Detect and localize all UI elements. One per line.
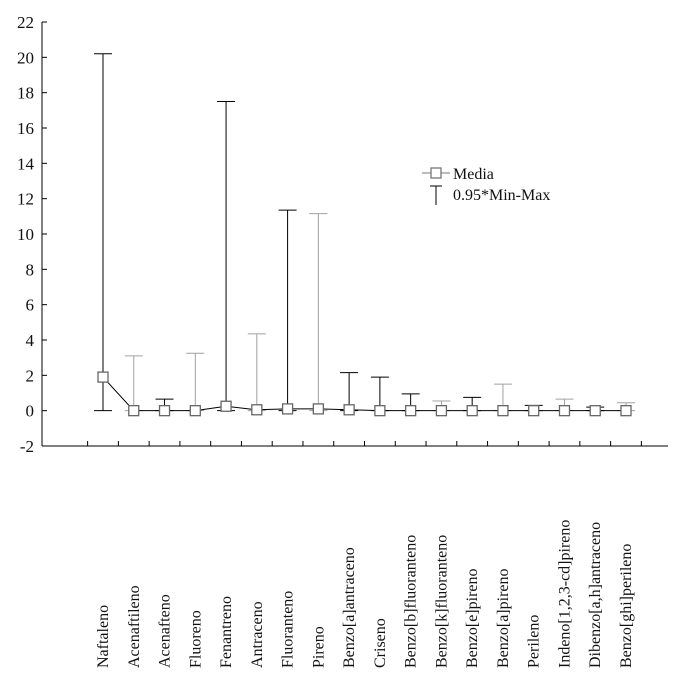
x-tick-label: Dibenzo[a,h]antraceno: [587, 522, 604, 668]
mean-point: [251, 404, 263, 416]
x-tick-label: Fenantreno: [218, 596, 235, 668]
plot-axes: -2 0 2 4 6 8 10 12 14 16 18 20 22 Naftaleno Acenaftile…: [17, 13, 668, 668]
x-tick-label: Benzo[e]pireno: [464, 568, 481, 668]
mean-point: [128, 405, 140, 417]
y-tick-label: 6: [26, 296, 35, 315]
mean-point: [497, 405, 509, 417]
y-tick-label: 2: [26, 366, 35, 385]
legend-range-label: 0.95*Min-Max: [453, 187, 550, 204]
mean-point: [435, 405, 448, 417]
mean-point: [158, 405, 171, 417]
y-tick-label: 16: [17, 119, 34, 138]
y-tick-label: 22: [17, 13, 34, 32]
legend: Media 0.95*Min-Max: [422, 166, 550, 205]
x-tick-label: Acenaftileno: [126, 585, 143, 668]
mean-point: [404, 405, 417, 417]
x-tick-label: Benzo[ghi]perileno: [618, 544, 635, 668]
mean-point: [558, 405, 571, 417]
x-tick-label: Fluoreno: [187, 610, 204, 668]
mean-point: [189, 405, 201, 417]
x-tick-label: Benzo[a]antraceno: [341, 547, 358, 668]
mean-point: [97, 371, 109, 383]
x-tick-label: Benzo[a]pireno: [495, 568, 512, 668]
y-tick-label: -2: [20, 437, 34, 456]
legend-media-marker: [430, 167, 442, 179]
mean-point: [220, 400, 232, 412]
y-tick-label: 8: [26, 260, 35, 279]
y-tick-label: 0: [26, 402, 35, 421]
mean-point: [312, 403, 325, 415]
x-tick-label: Benzo[b]fluoranteno: [403, 535, 420, 668]
mean-series-line: [102, 376, 626, 412]
x-tick-label: Indeno[1,2,3-cd]pireno: [556, 520, 573, 668]
x-tick-label: Pireno: [310, 626, 327, 668]
mean-point: [281, 403, 294, 415]
x-tick-label: Antraceno: [249, 601, 266, 668]
x-tick-label: Fluoranteno: [280, 591, 297, 668]
mean-point: [528, 405, 540, 417]
error-bars: [94, 53, 635, 412]
y-tick-label: 18: [17, 84, 34, 103]
mean-point: [374, 405, 386, 417]
x-tick-label: Acenafteno: [157, 594, 174, 668]
mean-point: [466, 405, 478, 417]
mean-point: [589, 405, 601, 417]
mean-markers: [97, 371, 632, 417]
y-tick-label: 4: [26, 331, 35, 350]
y-tick-label: 10: [17, 225, 34, 244]
y-tick-label: 12: [17, 190, 34, 209]
y-tick-label: 20: [17, 48, 34, 67]
x-tick-label: Benzo[k]fluoranteno: [433, 535, 450, 668]
mean-point: [620, 405, 632, 417]
legend-media-label: Media: [453, 166, 494, 183]
x-tick-label: Criseno: [372, 618, 389, 668]
x-tick-label: Naftaleno: [95, 605, 112, 668]
y-tick-label: 14: [17, 154, 35, 173]
mean-line: [102, 376, 626, 412]
mean-point: [343, 404, 355, 416]
x-tick-label: Perileno: [526, 615, 543, 668]
